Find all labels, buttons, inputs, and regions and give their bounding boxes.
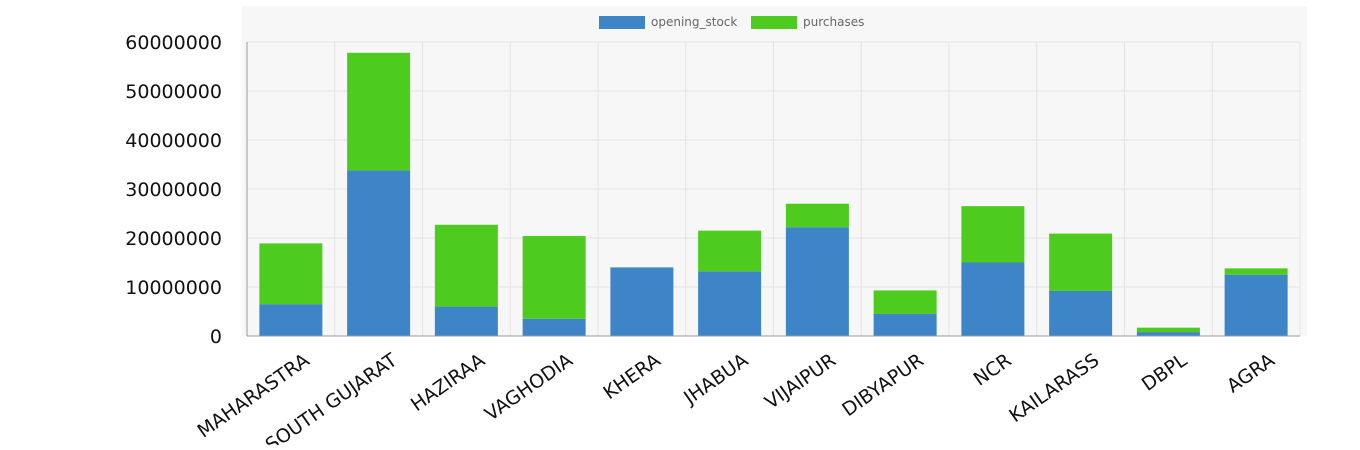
bar-purchases-0[interactable] [259, 243, 323, 305]
bar-purchases-8[interactable] [961, 206, 1025, 263]
bar-purchases-6[interactable] [785, 203, 849, 228]
bar-purchases-7[interactable] [873, 290, 937, 314]
bars [259, 52, 1288, 337]
bar-purchases-5[interactable] [698, 230, 762, 272]
bar-purchases-9[interactable] [1049, 233, 1113, 291]
bar-purchases-3[interactable] [522, 236, 586, 319]
bar-purchases-2[interactable] [434, 224, 498, 307]
x-tick-label: VIJAIPUR [761, 349, 840, 414]
y-tick-label: 60000000 [125, 32, 222, 54]
y-tick-label: 10000000 [125, 277, 222, 299]
y-tick-label: 40000000 [125, 130, 222, 152]
plot-area-background [242, 6, 1307, 336]
legend-label: purchases [803, 15, 864, 29]
bar-purchases-1[interactable] [347, 52, 411, 171]
legend[interactable]: opening_stock purchases [599, 15, 864, 29]
bar-opening_stock-0[interactable] [259, 304, 323, 336]
y-tick-label: 30000000 [125, 179, 222, 201]
x-tick-label: HAZIRAA [407, 349, 489, 416]
bar-opening_stock-4[interactable] [610, 267, 674, 336]
bar-purchases-10[interactable] [1136, 327, 1200, 333]
x-tick-label: KAILARASS [1005, 349, 1103, 427]
legend-swatch [751, 16, 797, 29]
legend-item-purchases[interactable]: purchases [751, 15, 864, 29]
legend-swatch [599, 16, 645, 29]
y-tick-label: 50000000 [125, 81, 222, 103]
bar-opening_stock-3[interactable] [522, 318, 586, 336]
x-tick-label: NCR [970, 349, 1016, 390]
y-axis-tick-labels: 0 10000000 20000000 30000000 40000000 5000000… [125, 32, 222, 348]
legend-label: opening_stock [651, 15, 737, 29]
bar-opening_stock-1[interactable] [347, 170, 411, 336]
bar-opening_stock-2[interactable] [434, 306, 498, 336]
x-tick-label: JHABUA [679, 349, 752, 409]
bar-opening_stock-6[interactable] [785, 227, 849, 336]
x-tick-label: DIBYAPUR [838, 349, 928, 421]
bar-opening_stock-5[interactable] [698, 271, 762, 336]
bar-opening_stock-11[interactable] [1224, 274, 1288, 336]
x-tick-label: AGRA [1223, 349, 1279, 397]
x-tick-label: DBPL [1138, 349, 1192, 396]
bar-opening_stock-10[interactable] [1136, 332, 1200, 336]
bar-purchases-11[interactable] [1224, 268, 1288, 275]
grid-lines [247, 41, 1301, 337]
bar-opening_stock-9[interactable] [1049, 290, 1113, 336]
legend-item-opening_stock[interactable]: opening_stock [599, 15, 737, 29]
y-tick-label: 0 [210, 326, 222, 348]
y-tick-label: 20000000 [125, 228, 222, 250]
x-tick-label: KHERA [599, 349, 664, 404]
bar-opening_stock-8[interactable] [961, 262, 1025, 337]
bar-opening_stock-7[interactable] [873, 313, 937, 336]
x-tick-label: VAGHODIA [481, 349, 577, 425]
